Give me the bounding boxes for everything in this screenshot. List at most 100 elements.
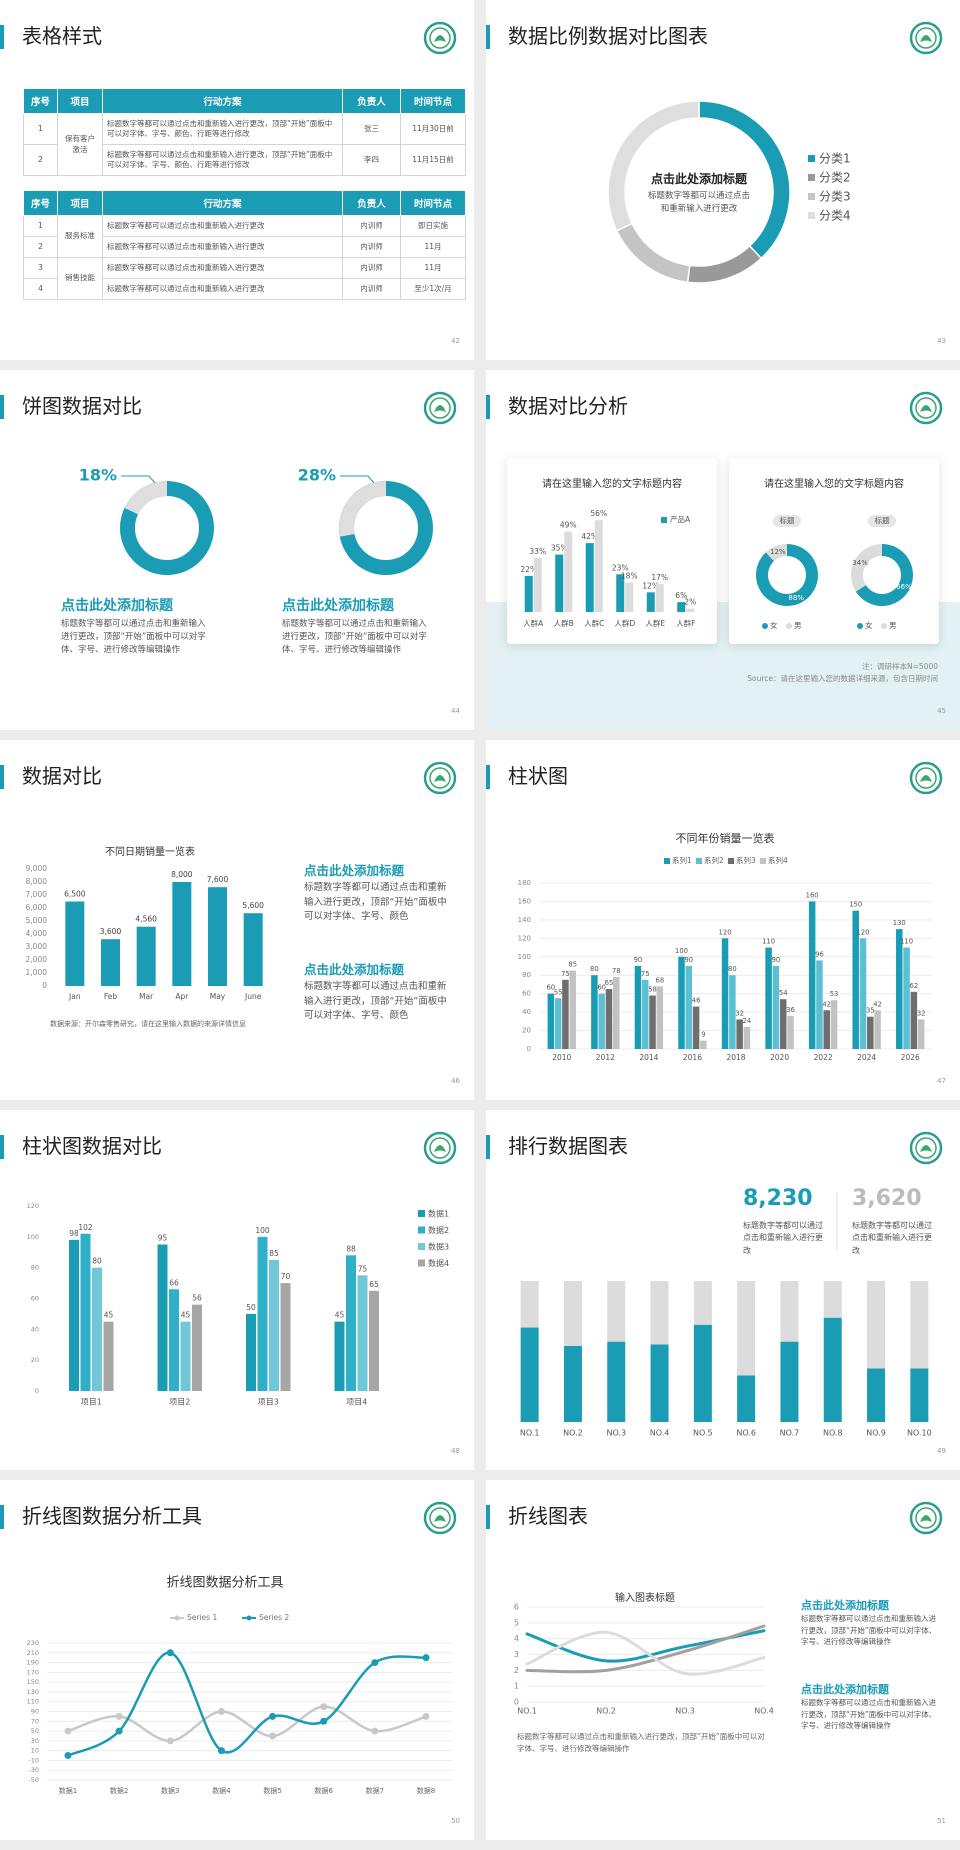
value-label: 54 xyxy=(779,989,788,997)
bar-segment xyxy=(867,1368,886,1422)
donut-segment xyxy=(855,544,913,606)
y-tick-label: 80 xyxy=(522,971,531,979)
chart-title: 不同日期销量一览表 xyxy=(105,845,195,858)
index-cell: 1 xyxy=(23,215,58,237)
slide-canvas: NO.1 NO.2 NO.3 NO.4 NO.5 NO.6 NO.7 NO.8 NO.9 NO.1… xyxy=(486,1131,943,1438)
page-number: 43 xyxy=(937,337,946,345)
x-tick-label: NO.9 xyxy=(866,1429,886,1438)
value-label: 88 xyxy=(346,1244,356,1253)
bar-segment xyxy=(910,1368,929,1422)
logo-leaf xyxy=(920,775,932,782)
block-text: 标题数字等都可以通过点击和重新输入进行更改，顶部“开始”面板中可以对字体、字号、… xyxy=(801,1698,937,1731)
bar xyxy=(246,1313,256,1391)
logo xyxy=(423,1501,457,1535)
x-tick-label: 2016 xyxy=(683,1053,702,1062)
logo xyxy=(423,391,457,425)
owner-cell: 内训师 xyxy=(342,215,401,237)
slide: 0 20 40 60 80 100 120 项目1 98 102 80 45 项目2 95 66 45 56 项目… xyxy=(0,1110,474,1470)
line xyxy=(525,1630,766,1676)
bar xyxy=(101,939,120,986)
data-table: 序号 项目 行动方案 负责人 时间节点 1 服务标准 标题数字等都可以通过点击和重新输入进行更… xyxy=(23,190,466,300)
line xyxy=(66,1651,428,1757)
donut-segment xyxy=(756,544,818,606)
bar xyxy=(634,966,642,1049)
y-tick-label: 2 xyxy=(514,1666,519,1675)
bar xyxy=(729,975,736,1049)
slide-canvas: 020406080100120项目1981028045项目295664556项目… xyxy=(0,1131,457,1407)
bar xyxy=(555,554,564,612)
point xyxy=(371,1727,379,1735)
x-tick-label: 人群A xyxy=(523,618,544,628)
title-accent xyxy=(0,765,4,789)
y-tick-label: 160 xyxy=(518,897,531,905)
bar xyxy=(903,947,910,1049)
value-label: 66% xyxy=(896,583,912,591)
bar-segment xyxy=(650,1344,669,1422)
logo-leaf xyxy=(920,1145,932,1152)
bar xyxy=(564,531,573,612)
x-tick-label: 2018 xyxy=(726,1053,745,1062)
point xyxy=(269,1732,277,1740)
logo xyxy=(909,761,943,795)
legend-swatch xyxy=(696,858,702,864)
point xyxy=(115,1727,123,1735)
bar-segment xyxy=(650,1281,669,1345)
bar xyxy=(554,998,562,1049)
bar xyxy=(547,993,555,1049)
point xyxy=(166,1649,174,1657)
bar xyxy=(136,926,156,986)
slide: 分类1 分类2 分类3 分类4 数据比例数据对比图表 43 点击此处添加标题 标题数字等都可以… xyxy=(486,0,960,360)
slide-title: 数据比例数据对比图表 xyxy=(508,24,708,48)
date-cell: 11月 xyxy=(400,236,466,258)
header-cell: 时间节点 xyxy=(400,88,466,114)
logo xyxy=(909,1131,943,1165)
y-tick-label: 0 xyxy=(35,1387,39,1395)
action-cell: 标题数字等都可以通过点击和重新输入进行更改 xyxy=(102,257,343,279)
x-tick-label: 2014 xyxy=(639,1053,658,1062)
legend-dot xyxy=(857,623,863,629)
logo-leaf xyxy=(920,35,932,42)
y-tick-label: 5,000 xyxy=(26,916,48,925)
chart-title: 折线图数据分析工具 xyxy=(166,1576,283,1591)
bar xyxy=(625,582,634,612)
value-label: 4,560 xyxy=(135,915,157,924)
legend-swatch xyxy=(418,1243,425,1250)
data-table: 序号 项目 行动方案 负责人 时间节点 1 保有客户激活 标题数字等都可以通过点击和重新输入进… xyxy=(23,88,466,176)
legend-label: 分类1 xyxy=(819,152,851,166)
x-tick-label: NO.4 xyxy=(650,1429,670,1438)
value-label: 65 xyxy=(369,1280,379,1289)
value-label: 68 xyxy=(656,976,665,984)
bar xyxy=(685,966,693,1049)
x-tick-label: Mar xyxy=(139,992,154,1001)
bar xyxy=(910,991,918,1049)
x-tick-label: 2026 xyxy=(901,1053,920,1062)
bar xyxy=(243,913,263,986)
point xyxy=(64,1752,72,1760)
slide: NO.1 NO.2 NO.3 NO.4 NO.5 NO.6 NO.7 NO.8 NO.9 NO.1… xyxy=(486,1110,960,1470)
donut-segment xyxy=(615,222,691,284)
legend-label: Series 2 xyxy=(259,1613,289,1622)
bar xyxy=(772,966,780,1049)
value-label: 75 xyxy=(561,970,570,978)
title-accent xyxy=(486,1505,490,1529)
x-tick-label: 人群B xyxy=(554,618,574,628)
x-tick-label: 数据1 xyxy=(59,1786,77,1795)
stat-text: 标题数字等都可以通过点击和重新输入进行更改 xyxy=(852,1221,932,1255)
owner-cell: 内训师 xyxy=(342,257,401,279)
value-label: 98 xyxy=(69,1229,79,1238)
y-tick-label: 190 xyxy=(27,1659,39,1667)
slide-title: 折线图数据分析工具 xyxy=(22,1504,202,1528)
item-cell: 销售技能 xyxy=(57,257,103,300)
logo-leaf xyxy=(434,405,446,412)
logo xyxy=(423,761,457,795)
value-label: 58 xyxy=(648,986,657,994)
point xyxy=(64,1727,72,1735)
header-cell: 负责人 xyxy=(342,88,401,114)
chart-title: 输入图表标题 xyxy=(615,1591,675,1604)
x-tick-label: 项目3 xyxy=(258,1398,279,1407)
bar xyxy=(874,1010,881,1049)
bar xyxy=(686,608,695,612)
slide-title: 饼图数据对比 xyxy=(22,394,142,418)
tag-label: 标题 xyxy=(780,515,795,525)
